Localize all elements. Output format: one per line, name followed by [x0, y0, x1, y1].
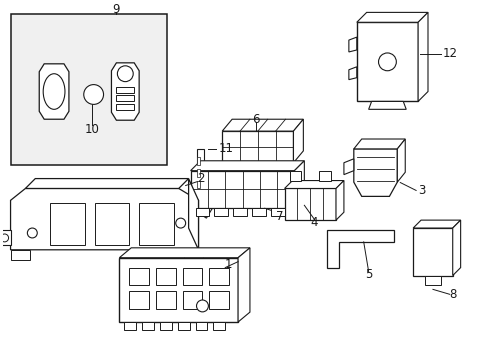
Text: 8: 8 [448, 288, 455, 301]
Text: 10: 10 [84, 123, 99, 136]
Polygon shape [111, 63, 139, 120]
Polygon shape [452, 220, 460, 275]
Polygon shape [417, 12, 427, 102]
Bar [233, 208, 246, 216]
Bar [50, 203, 84, 245]
Bar [213, 322, 225, 330]
Bar [116, 87, 134, 93]
Polygon shape [353, 139, 405, 149]
Bar [0, 230, 11, 245]
Text: 4: 4 [310, 216, 317, 229]
Bar [190, 171, 294, 208]
Bar [209, 267, 229, 285]
Polygon shape [119, 248, 249, 258]
Bar [116, 104, 134, 110]
Polygon shape [190, 161, 304, 171]
Bar [284, 189, 335, 220]
Polygon shape [326, 230, 393, 267]
Bar [160, 322, 171, 330]
Polygon shape [348, 67, 356, 80]
Polygon shape [412, 220, 460, 228]
Bar [129, 291, 149, 309]
Bar [214, 208, 228, 216]
Polygon shape [353, 149, 397, 197]
Polygon shape [368, 102, 406, 109]
Bar [183, 267, 202, 285]
Bar [129, 267, 149, 285]
Polygon shape [238, 248, 249, 322]
Text: 1: 1 [224, 258, 231, 271]
Polygon shape [284, 181, 343, 189]
Ellipse shape [43, 74, 65, 109]
Bar [142, 322, 154, 330]
Ellipse shape [27, 228, 37, 238]
Polygon shape [348, 37, 356, 52]
Ellipse shape [378, 53, 396, 71]
Ellipse shape [83, 85, 103, 104]
Text: 11: 11 [218, 143, 233, 156]
Polygon shape [190, 197, 212, 218]
Text: 2: 2 [196, 172, 204, 185]
Bar [195, 322, 207, 330]
Bar [95, 203, 129, 245]
Bar [183, 291, 202, 309]
Polygon shape [222, 119, 303, 131]
Bar [289, 171, 301, 181]
Polygon shape [11, 189, 198, 250]
Bar [251, 208, 265, 216]
Polygon shape [356, 12, 427, 22]
Text: 3: 3 [417, 184, 425, 197]
Text: 9: 9 [112, 3, 120, 16]
Bar [222, 131, 293, 163]
Bar [156, 291, 175, 309]
Bar [424, 275, 440, 285]
Bar [156, 267, 175, 285]
Polygon shape [293, 119, 303, 163]
Bar [195, 208, 209, 216]
Text: 12: 12 [442, 48, 457, 60]
Text: 7: 7 [275, 210, 283, 223]
Ellipse shape [0, 234, 9, 242]
Polygon shape [294, 161, 304, 208]
Ellipse shape [175, 218, 185, 228]
Bar [356, 22, 417, 102]
Polygon shape [335, 181, 343, 220]
Bar [116, 95, 134, 102]
Polygon shape [25, 179, 188, 189]
Bar [412, 228, 452, 275]
Bar [11, 14, 166, 165]
Bar [270, 208, 284, 216]
Bar [11, 250, 30, 260]
Bar [196, 169, 200, 177]
Polygon shape [397, 139, 405, 182]
Bar [196, 181, 200, 189]
Bar [196, 157, 200, 165]
Text: 5: 5 [364, 268, 371, 281]
Polygon shape [39, 64, 69, 119]
Ellipse shape [196, 300, 208, 312]
Polygon shape [343, 159, 353, 175]
Ellipse shape [117, 66, 133, 82]
Bar [209, 291, 229, 309]
Bar [177, 322, 189, 330]
Bar [119, 258, 238, 322]
Bar [124, 322, 136, 330]
Text: 6: 6 [252, 113, 259, 126]
Polygon shape [188, 179, 198, 250]
Bar [319, 171, 330, 181]
Bar [196, 149, 204, 197]
Bar [183, 250, 203, 260]
Bar [139, 203, 173, 245]
